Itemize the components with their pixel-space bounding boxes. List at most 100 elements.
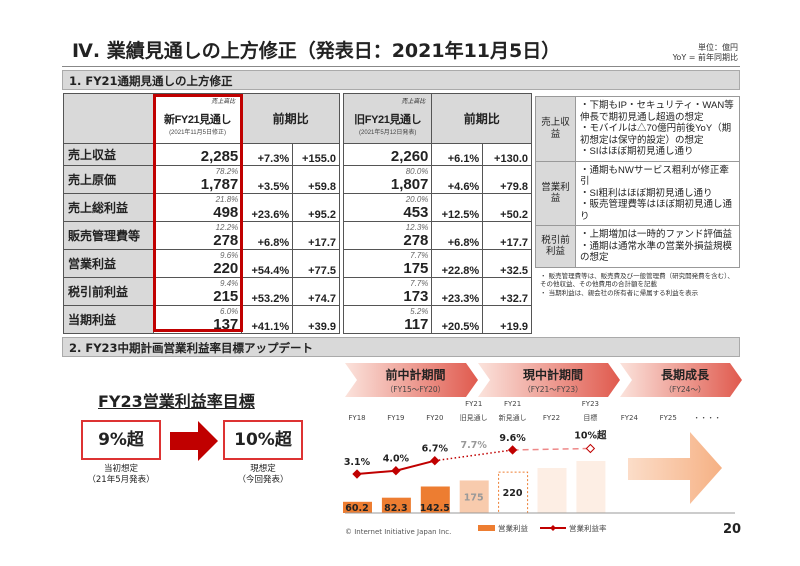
old-value-cell: 7.7% 173 [342, 277, 433, 306]
ratio-label: 売上高比 [401, 99, 426, 105]
old-value-cell: 2,260 [342, 143, 433, 166]
yoy-abs: +17.7 [482, 221, 532, 250]
row-label: 税引前利益 [63, 277, 154, 306]
table-row: 売上原価 78.2% 1,787 +3.5% +59.8 [63, 165, 340, 194]
yoy-abs: +17.7 [292, 221, 340, 250]
placeholder-bar [576, 461, 606, 513]
legend-bar-swatch [478, 525, 495, 531]
category-label: 旧見通し [460, 413, 488, 422]
sales-ratio: 12.3% [405, 223, 429, 232]
table-row: 7.7% 175 +22.8% +32.5 [342, 249, 532, 278]
table-row: 5.2% 117 +20.5% +19.9 [342, 305, 532, 334]
phase-subtitle: （FY15～FY20） [386, 385, 445, 394]
comment-bullet: ・販売管理費等はほぼ期初見通し通り [580, 199, 733, 222]
caption-line: （今回発表） [237, 475, 289, 485]
sales-ratio: 12.2% [215, 223, 239, 232]
placeholder-bar [537, 468, 567, 513]
comment-bullet: ・通期もNWサービス粗利が修正牽引 [580, 164, 729, 188]
unit-label: 単位：億円 [698, 43, 738, 52]
goal-title: FY23営業利益率目標 [98, 392, 255, 411]
new-forecast-table: 売上高比 新FY21見通し (2021年11月5日修正) 前期比 売上収益 2,28… [63, 93, 340, 334]
new-value-cell: 21.8% 498 [152, 193, 243, 222]
before-target-box: 9%超 [81, 420, 161, 460]
footnotes: ・ 販売管理費等は、販売費及び一般管理費（研究開発費を含む）、その他収益、その他… [535, 272, 740, 298]
old-forecast-table: 売上高比 旧FY21見通し (2021年5月12日発表) 前期比 2,260 +6.… [342, 93, 532, 334]
phase-title: 現中計期間 [523, 367, 583, 382]
value: 278 [403, 232, 429, 249]
value: 220 [213, 260, 239, 277]
ratio-label: 売上高比 [211, 99, 236, 105]
yoy-abs: +39.9 [292, 305, 340, 334]
rate-marker [585, 443, 596, 454]
yoy-abs: +32.7 [482, 277, 532, 306]
rate-line-forecast [434, 449, 513, 462]
new-value-cell: 9.6% 220 [152, 249, 243, 278]
comment-bullet: ・SIはほぼ期初見通し通り [580, 146, 694, 157]
section-2-header: 2. FY23中期計画営業利益率目標アップデート [62, 337, 740, 357]
after-target-box: 10%超 [223, 420, 303, 460]
table-row: 7.7% 173 +23.3% +32.7 [342, 277, 532, 306]
new-value-cell: 78.2% 1,787 [152, 165, 243, 194]
comment-body: ・下期もIP・セキュリティ・WAN等伸長で期初見通し超過の想定 ・モバイルは△70… [575, 96, 740, 162]
yoy-abs: +155.0 [292, 143, 340, 166]
row-label: 販売管理費等 [63, 221, 154, 250]
col-date: (2021年5月12日発表) [359, 130, 417, 136]
table-row: 売上収益 2,285 +7.3% +155.0 [63, 143, 340, 166]
value: 1,807 [390, 176, 429, 193]
col-date: (2021年11月5日修正) [169, 130, 226, 136]
value: 173 [403, 288, 429, 305]
yoy-pct: +23.6% [241, 193, 294, 222]
sales-ratio: 9.6% [220, 251, 239, 260]
yoy-pct: +6.8% [431, 221, 484, 250]
yoy-abs: +74.7 [292, 277, 340, 306]
bar-value-label: 60.2 [345, 503, 368, 514]
sales-ratio: 20.0% [405, 195, 429, 204]
comment-bullet: ・上期増加は一時的ファンド評価益 [580, 229, 733, 240]
yoy-pct: +6.8% [241, 221, 294, 250]
bar-value-label: 220 [503, 488, 523, 499]
rate-marker [352, 469, 362, 479]
comment-bullet: ・モバイルは△70億円前後YoY（期初想定は保守的設定）の想定 [580, 123, 732, 146]
yoy-header: 前期比 [431, 93, 532, 144]
bar-value-label: 82.3 [384, 503, 407, 514]
phase-subtitle: （FY21～FY23） [523, 385, 582, 394]
value: 175 [403, 260, 429, 277]
category-label: FY18 [348, 414, 365, 422]
table-row: 20.0% 453 +12.5% +50.2 [342, 193, 532, 222]
comment-row: 営業利益 ・通期もNWサービス粗利が修正牽引 ・SI粗利はほぼ期初見通し通り ・販売管… [535, 160, 740, 226]
category-label: 目標 [583, 413, 597, 422]
yoy-note: YoY = 前年同期比 [672, 53, 738, 62]
table-row: 税引前利益 9.4% 215 +53.2% +74.7 [63, 277, 340, 306]
comment-body: ・上期増加は一時的ファンド評価益 ・通期は通常水準の営業外損益規模の想定 [575, 225, 740, 268]
old-value-cell: 5.2% 117 [342, 305, 433, 334]
rate-label: 10%超 [574, 430, 607, 442]
rate-label: 3.1% [344, 457, 371, 468]
yoy-abs: +79.8 [482, 165, 532, 194]
table-row: 2,260 +6.1% +130.0 [342, 143, 532, 166]
comment-bullet: ・SI粗利はほぼ期初見通し通り [580, 187, 713, 199]
table-row: 12.3% 278 +6.8% +17.7 [342, 221, 532, 250]
blank-header [63, 93, 154, 144]
old-value-cell: 20.0% 453 [342, 193, 433, 222]
comment-bullet: ・下期もIP・セキュリティ・WAN等伸長で期初見通し超過の想定 [580, 100, 734, 123]
value: 1,787 [200, 176, 239, 193]
phase-banner [478, 363, 620, 397]
page-number: 20 [723, 522, 742, 537]
yoy-pct: +23.3% [431, 277, 484, 306]
sales-ratio: 7.7% [410, 279, 429, 288]
sales-ratio: 21.8% [215, 195, 239, 204]
category-label: FY19 [387, 414, 404, 422]
yoy-pct: +22.8% [431, 249, 484, 278]
comment-table: 売上収益 ・下期もIP・セキュリティ・WAN等伸長で期初見通し超過の想定 ・モバイル… [535, 96, 740, 268]
rate-marker [507, 445, 518, 455]
rate-marker [430, 456, 440, 466]
category-label: ・・・・ [693, 414, 721, 422]
rate-label: 7.7% [461, 440, 488, 451]
old-value-cell: 12.3% 278 [342, 221, 433, 250]
row-label: 営業利益 [63, 249, 154, 278]
row-label: 当期利益 [63, 305, 154, 334]
old-value-cell: 7.7% 175 [342, 249, 433, 278]
sales-ratio: 78.2% [215, 167, 239, 176]
yoy-pct: +53.2% [241, 277, 294, 306]
